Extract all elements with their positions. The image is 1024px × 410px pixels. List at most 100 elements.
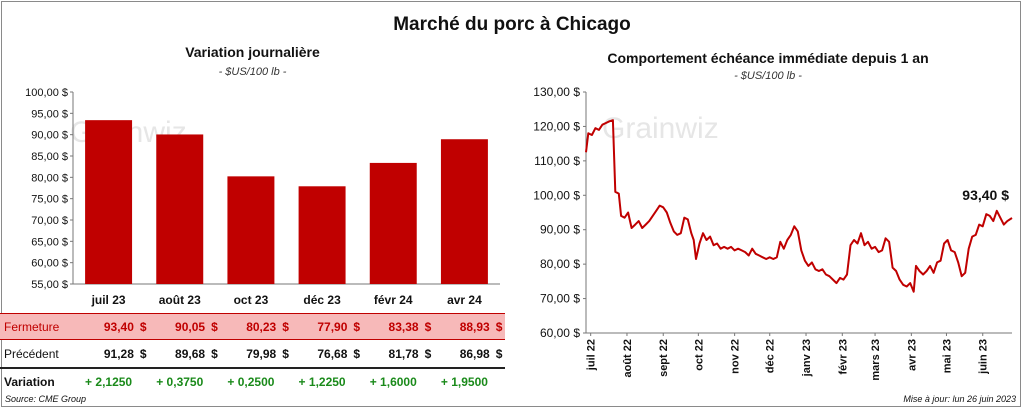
table-cell: 90,05 $: [150, 320, 218, 334]
page-title: Marché du porc à Chicago: [393, 14, 631, 35]
x-tick-label: oct 22: [693, 339, 705, 371]
line-chart: Grainwiz 60,00 $ 70,00 $ 80,00 $ 90,00 $ 100,…: [533, 85, 1013, 381]
fermeture-label: Fermeture: [4, 320, 60, 334]
y-tick-label: 100,00 $: [533, 188, 580, 202]
cell-value: + 0,2500: [227, 375, 275, 389]
y-tick-label: 60,00 $: [31, 258, 68, 270]
x-tick-label: nov 22: [730, 339, 742, 374]
cell-value: 89,68: [175, 347, 206, 361]
cell-currency: $: [424, 347, 432, 361]
cell-value: 83,38: [388, 320, 419, 334]
x-tick-label: févr 24: [374, 293, 413, 307]
table-cell: + 1,9500: [425, 375, 503, 389]
cell-currency: $: [211, 320, 218, 334]
source-note: Source: CME Group: [5, 394, 87, 404]
y-tick-label: 95,00 $: [31, 108, 68, 120]
y-tick-label: 130,00 $: [533, 85, 580, 99]
table-cell: 88,93 $: [434, 320, 503, 334]
cell-currency: $: [139, 320, 147, 334]
table-cell: 91,28 $: [79, 347, 147, 361]
y-tick-label: 120,00 $: [533, 119, 580, 133]
bar: [440, 139, 488, 284]
last-value-label: 93,40 $: [962, 187, 1009, 203]
precedent-row: Précédent 91,28 $89,68 $79,98 $76,68 $81,78 $…: [0, 341, 505, 366]
y-tick-label: 85,00 $: [31, 151, 68, 163]
cell-value: 91,28: [103, 347, 134, 361]
left-chart-title: Variation journalière: [185, 44, 320, 60]
table-cell: + 1,6000: [354, 375, 432, 389]
cell-currency: $: [282, 347, 289, 361]
y-tick-label: 55,00 $: [31, 279, 68, 291]
x-tick-label: mars 23: [870, 339, 882, 381]
cell-value: 81,78: [388, 347, 419, 361]
table-cell: 83,38 $: [363, 320, 432, 334]
table-cell: 80,23 $: [221, 320, 289, 334]
x-tick-label: déc 23: [303, 293, 341, 307]
cell-value: + 1,6000: [369, 375, 417, 389]
bar: [227, 176, 275, 284]
table-cell: + 1,2250: [283, 375, 361, 389]
precedent-label: Précédent: [4, 347, 59, 361]
y-tick-label: 70,00 $: [540, 292, 580, 306]
cell-currency: $: [495, 320, 503, 334]
cell-value: 93,40: [103, 320, 134, 334]
x-tick-label: juil 23: [91, 293, 126, 307]
left-chart-unit: - $US/100 lb -: [218, 66, 287, 78]
cell-currency: $: [139, 347, 147, 361]
bar: [85, 120, 133, 284]
variation-row: Variation + 2,1250 + 0,3750 + 0,2500 + 1,22…: [0, 367, 505, 394]
cell-value: 79,98: [246, 347, 277, 361]
bar: [156, 134, 204, 284]
x-tick-label: sept 22: [658, 339, 670, 377]
y-tick-label: 80,00 $: [540, 257, 580, 271]
bar: [298, 186, 346, 284]
cell-value: 80,23: [246, 320, 277, 334]
x-tick-label: janv 23: [801, 339, 813, 377]
cell-value: 76,68: [317, 347, 348, 361]
y-tick-label: 90,00 $: [540, 223, 580, 237]
bar-chart: Grainwiz55,00 $60,00 $65,00 $70,00 $75,0…: [25, 87, 500, 307]
cell-currency: $: [353, 320, 361, 334]
y-tick-label: 60,00 $: [540, 326, 580, 340]
fermeture-row: Fermeture 93,40 $90,05 $80,23 $77,90 $83,38 $…: [0, 313, 505, 340]
table-cell: + 0,3750: [141, 375, 219, 389]
table-cell: + 2,1250: [70, 375, 148, 389]
cell-currency: $: [211, 347, 218, 361]
right-chart-unit: - $US/100 lb -: [734, 70, 802, 82]
cell-currency: $: [495, 347, 503, 361]
x-tick-label: févr 23: [837, 339, 849, 374]
cell-value: + 1,2250: [298, 375, 346, 389]
table-cell: + 0,2500: [212, 375, 290, 389]
table-cell: 86,98 $: [434, 347, 503, 361]
x-tick-label: août 23: [159, 293, 201, 307]
x-tick-label: août 22: [622, 339, 634, 378]
cell-value: 90,05: [175, 320, 206, 334]
table-cell: 77,90 $: [292, 320, 360, 334]
cell-value: 88,93: [459, 320, 490, 334]
variation-label: Variation: [4, 375, 55, 389]
table-cell: 89,68 $: [150, 347, 218, 361]
x-tick-label: oct 23: [234, 293, 269, 307]
watermark-text: Grainwiz: [602, 112, 719, 145]
x-tick-label: juin 23: [978, 339, 990, 375]
cell-value: + 0,3750: [156, 375, 204, 389]
x-tick-label: avr 24: [447, 293, 482, 307]
price-line: [585, 119, 1013, 293]
x-tick-label: mai 23: [941, 339, 953, 373]
y-tick-label: 90,00 $: [31, 130, 68, 142]
y-tick-label: 75,00 $: [31, 194, 68, 206]
table-cell: 93,40 $: [79, 320, 147, 334]
x-tick-label: déc 22: [765, 339, 777, 373]
y-tick-label: 80,00 $: [31, 172, 68, 184]
cell-currency: $: [353, 347, 361, 361]
cell-currency: $: [424, 320, 432, 334]
update-note: Mise à jour: lun 26 juin 2023: [903, 394, 1016, 404]
table-cell: 81,78 $: [363, 347, 432, 361]
cell-value: + 1,9500: [440, 375, 488, 389]
y-tick-label: 110,00 $: [534, 154, 580, 168]
y-tick-label: 65,00 $: [31, 236, 68, 248]
cell-value: 86,98: [459, 347, 490, 361]
cell-value: + 2,1250: [85, 375, 133, 389]
cell-value: 77,90: [317, 320, 348, 334]
